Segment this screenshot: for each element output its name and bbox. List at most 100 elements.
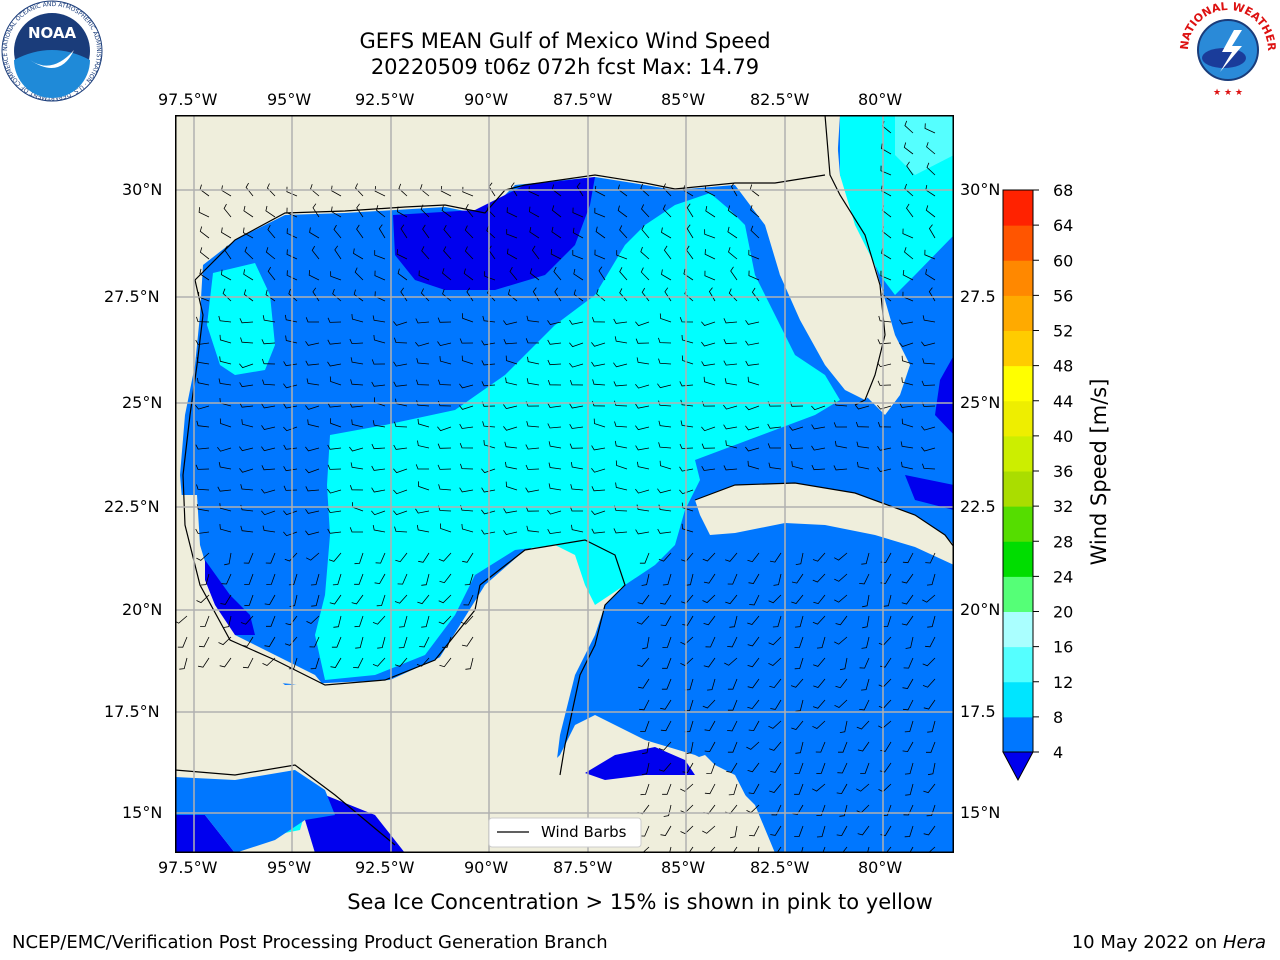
wind-barb xyxy=(702,825,716,834)
wind-barb xyxy=(310,184,320,197)
colorbar-segment xyxy=(1003,225,1033,261)
wind-barb xyxy=(283,531,298,537)
wind-barb xyxy=(551,205,562,218)
wind-barb xyxy=(619,225,628,239)
wind-barb xyxy=(327,464,342,470)
wind-barb xyxy=(635,488,650,494)
wind-barb xyxy=(283,361,298,367)
wind-barb xyxy=(835,678,848,689)
wind-barb xyxy=(663,183,672,197)
wind-barb xyxy=(242,227,254,239)
wind-barb xyxy=(200,615,210,627)
wind-barb xyxy=(680,399,694,407)
wind-barb xyxy=(241,419,254,428)
wind-barb xyxy=(548,483,562,491)
wind-barb xyxy=(484,271,496,281)
wind-barb xyxy=(928,224,936,239)
wind-barb xyxy=(437,443,452,449)
lon-label-bottom-80: 80°W xyxy=(858,858,903,877)
wind-barb xyxy=(926,573,936,586)
wind-barb xyxy=(747,699,760,710)
wind-barb xyxy=(702,552,716,562)
wind-barb xyxy=(312,287,320,302)
colorbar-tick-label: 56 xyxy=(1053,286,1073,305)
wind-barb xyxy=(415,508,430,514)
colorbar-tick-label: 48 xyxy=(1053,357,1073,376)
wind-barb xyxy=(657,488,672,494)
wind-barb xyxy=(702,594,716,604)
wind-barb xyxy=(877,339,892,345)
wind-barb xyxy=(196,316,210,323)
wind-barb xyxy=(769,741,782,751)
wind-barb xyxy=(637,657,650,667)
wind-barb xyxy=(641,762,650,775)
wind-barb xyxy=(393,361,408,367)
wind-barb xyxy=(640,246,650,260)
wind-barb xyxy=(635,403,650,409)
wind-barb xyxy=(285,335,298,344)
wind-barb xyxy=(284,314,298,323)
wind-barb xyxy=(789,443,804,450)
wind-barb xyxy=(859,699,870,711)
wind-barb xyxy=(305,405,320,410)
wind-barb xyxy=(768,462,782,470)
wind-barb xyxy=(261,425,276,430)
wind-barb xyxy=(262,525,276,533)
wind-barb xyxy=(836,783,848,795)
wind-barb xyxy=(591,445,606,451)
wind-barb xyxy=(288,657,298,670)
wind-barb xyxy=(859,657,870,669)
wind-barb xyxy=(503,426,518,431)
wind-barb xyxy=(267,225,276,239)
wind-barb xyxy=(591,342,606,347)
wind-barb xyxy=(371,510,386,516)
wind-barb xyxy=(704,229,716,239)
wind-band-under-4-caribbean xyxy=(175,815,235,853)
wind-barb xyxy=(680,420,694,428)
wind-barb xyxy=(219,418,232,428)
wind-barb xyxy=(660,825,672,836)
wind-barb xyxy=(438,594,452,604)
wind-barb xyxy=(218,315,232,323)
wind-barb xyxy=(371,465,386,471)
wind-barb xyxy=(659,313,672,323)
wind-barb xyxy=(463,594,474,606)
wind-barb xyxy=(834,573,848,582)
wind-barb xyxy=(723,404,738,410)
wind-barb xyxy=(569,403,584,409)
wind-barb xyxy=(660,594,672,605)
wind-barb xyxy=(525,506,540,512)
wind-barb xyxy=(636,504,650,512)
wind-barb xyxy=(902,552,914,564)
wind-barb xyxy=(327,402,342,408)
lat-label-right-25: 25°N xyxy=(960,393,1001,412)
wind-barb xyxy=(614,440,628,449)
wind-barb xyxy=(284,552,298,562)
wind-barb xyxy=(569,379,584,386)
wind-barb xyxy=(880,825,892,836)
wind-barb xyxy=(527,356,540,365)
wind-barb xyxy=(283,510,298,516)
wind-barb xyxy=(800,846,804,853)
wind-barb xyxy=(927,720,936,733)
wind-barb xyxy=(482,315,496,323)
wind-barb xyxy=(663,804,672,817)
wind-barb xyxy=(286,207,298,218)
wind-barb xyxy=(264,636,276,647)
wind-barb xyxy=(334,245,342,260)
wind-barb xyxy=(443,225,452,239)
wind-barb xyxy=(857,825,870,836)
wind-barb xyxy=(198,657,210,668)
wind-barb xyxy=(509,267,518,281)
wind-barb xyxy=(664,287,672,302)
wind-barb xyxy=(657,383,672,389)
wind-barb xyxy=(311,594,320,607)
wind-barb xyxy=(861,678,870,691)
wind-barb xyxy=(856,720,870,730)
wind-barb xyxy=(198,636,210,648)
wind-barb xyxy=(377,636,386,649)
colorbar-tick-label: 36 xyxy=(1053,462,1073,481)
wind-barb xyxy=(573,268,584,281)
wind-barb xyxy=(885,846,892,853)
florida-land xyxy=(735,115,885,400)
